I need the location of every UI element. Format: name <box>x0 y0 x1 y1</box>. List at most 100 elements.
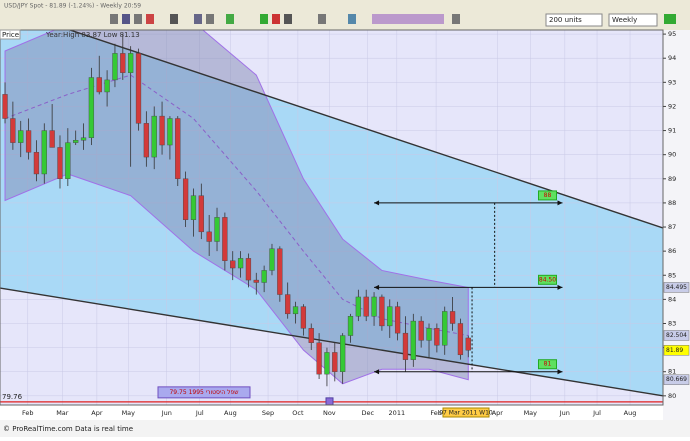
x-tick-label: Jun <box>559 409 570 417</box>
toolbar-icons[interactable] <box>110 14 676 24</box>
candle-body <box>104 79 110 93</box>
candle-body <box>394 306 401 334</box>
candle-body <box>347 316 354 336</box>
x-tick-label: Jul <box>195 409 204 417</box>
candle-body <box>316 342 322 375</box>
y-tick-label: 91 <box>668 127 676 135</box>
y-tick-label: 80 <box>668 392 676 400</box>
y-tick-label: 85 <box>668 271 676 279</box>
candle-body <box>340 335 346 372</box>
candle-body <box>379 296 385 327</box>
x-tick-label: Feb <box>22 409 34 417</box>
y-tick-label: 93 <box>668 78 676 86</box>
x-tick-label: May <box>524 409 538 417</box>
y-tick-label: 84 <box>668 295 676 303</box>
candle-body <box>269 248 275 271</box>
candle-body <box>88 77 95 138</box>
candle-body <box>449 311 456 324</box>
candle-body <box>387 306 393 327</box>
candle-body <box>128 53 134 73</box>
candle-body <box>434 328 440 346</box>
candle-body <box>33 152 40 175</box>
candle-body <box>10 118 16 143</box>
y-tick-label: 94 <box>668 54 676 62</box>
x-tick-label: Feb <box>430 409 442 417</box>
y-tick-label: 90 <box>668 151 676 159</box>
candle-body <box>206 231 212 242</box>
x-tick-label: Dec <box>361 409 374 417</box>
level-label: 81 <box>544 361 552 368</box>
candle-body <box>363 296 369 317</box>
candle-body <box>285 294 291 315</box>
price-mark-label: 82.504 <box>666 332 687 339</box>
candle-body <box>410 320 416 360</box>
channel-line <box>0 287 663 397</box>
cursor-box <box>442 407 490 418</box>
candle-body <box>65 142 71 179</box>
candle-body <box>418 320 424 341</box>
panel-label: Price <box>2 31 19 39</box>
arrow-head <box>374 284 380 290</box>
bollinger-band <box>4 30 469 385</box>
info-label: Year:High 83.87 Low 81.13 <box>45 31 140 39</box>
x-tick-label: Mar <box>56 409 69 417</box>
candle-body <box>73 140 79 143</box>
axis-low-label: 79.76 <box>2 393 23 401</box>
arrow-head <box>374 200 380 206</box>
candle-body <box>143 123 149 158</box>
y-tick-label: 87 <box>668 223 676 231</box>
x-tick-label: 2011 <box>389 409 406 417</box>
candle-body <box>292 306 299 315</box>
x-tick-label: Oct <box>292 409 304 417</box>
candle-body <box>190 195 197 220</box>
footer-bar <box>0 420 690 437</box>
candle-body <box>324 352 330 375</box>
candle-body <box>135 53 142 124</box>
candle-body <box>300 306 307 329</box>
candle-body <box>175 118 181 179</box>
candle-body <box>261 270 267 283</box>
y-tick-label: 92 <box>668 102 676 110</box>
price-mark <box>663 374 690 385</box>
plot-border <box>0 29 664 406</box>
candle-body <box>222 217 228 261</box>
period-select[interactable] <box>608 13 658 27</box>
candle-body <box>230 260 236 269</box>
candle-body <box>159 115 165 146</box>
x-tick-label: Jun <box>161 409 172 417</box>
x-tick-label: Aug <box>224 409 237 417</box>
candle-body <box>245 258 252 281</box>
candle-body <box>308 328 314 343</box>
level-label: 88 <box>544 192 552 199</box>
units-label: 200 units <box>549 16 582 24</box>
candle-body <box>214 217 220 242</box>
price-mark <box>663 282 690 293</box>
candle-body <box>41 130 47 175</box>
units-select[interactable] <box>545 13 603 27</box>
historic-low-marker <box>325 397 334 405</box>
historic-low-label: 79.75 שפל היסטורי 1995 <box>169 389 238 396</box>
candle-body <box>237 258 244 269</box>
y-tick-label: 88 <box>668 199 676 207</box>
price-mark <box>663 345 690 356</box>
candle-body <box>120 53 126 73</box>
candle-body <box>49 130 55 148</box>
x-tick-label: Apr <box>492 409 504 417</box>
x-tick-label: Jul <box>592 409 601 417</box>
candle-body <box>25 130 32 153</box>
candle-body <box>2 94 8 119</box>
candle-body <box>151 115 157 158</box>
y-tick-label: 89 <box>668 175 676 183</box>
candle-body <box>182 178 189 220</box>
y-tick-label: 83 <box>668 319 676 327</box>
price-mark-label: 81.89 <box>666 347 683 354</box>
price-mark <box>663 330 690 341</box>
candle-body <box>167 118 173 146</box>
cursor-label: 07 Mar 2011 W10 <box>439 410 493 417</box>
arrow-head <box>557 200 563 206</box>
candle-body <box>355 296 361 317</box>
candle-body <box>442 311 448 346</box>
price-mark-label: 84.495 <box>666 284 687 291</box>
candle-body <box>253 279 259 283</box>
